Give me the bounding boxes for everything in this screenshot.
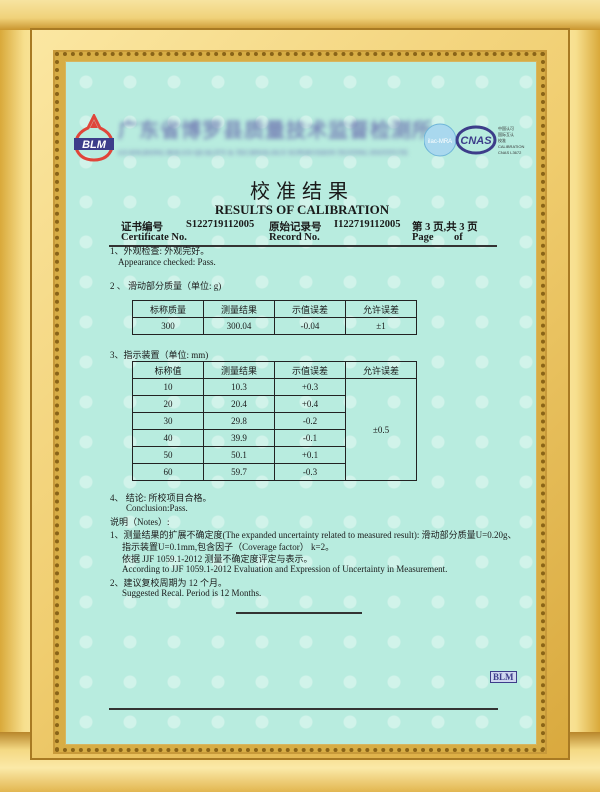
cell: 20.4	[203, 395, 275, 413]
svg-text:国际互认: 国际互认	[498, 131, 514, 137]
note-line: 依据 JJF 1059.1-2012 测量不确定度评定与表示。	[122, 554, 313, 564]
header-cell: 标称质量	[132, 300, 204, 318]
record-no-label-en: Record No.	[269, 232, 320, 243]
cell: +0.4	[274, 395, 346, 413]
note-line: Suggested Recal. Period is 12 Months.	[122, 588, 262, 598]
cell: +0.3	[274, 378, 346, 396]
cell: -0.04	[274, 317, 346, 335]
cell: ±1	[345, 317, 417, 335]
item2-title: 2 、 滑动部分质量（单位: g)	[110, 281, 222, 291]
cell: 29.8	[203, 412, 275, 430]
item4-cn: 4、 结论: 所校项目合格。	[110, 493, 212, 503]
frame-top	[0, 0, 600, 30]
cell: -0.2	[274, 412, 346, 430]
mass-table: 标称质量 测量结果 示值误差 允许误差 300 300.04 -0.04 ±1	[132, 300, 417, 335]
indicator-table: 标称值 测量结果 示值误差 允许误差 10 10.3 +0.3 ±0.5 20 …	[132, 361, 417, 481]
blm-mark: BLM	[490, 671, 517, 683]
blm-logo-icon: BLM	[74, 114, 114, 162]
notes-title: 说明（Notes）:	[110, 517, 170, 527]
cell: 10	[132, 378, 204, 396]
certificate-page: BLM 广东省博罗县质量技术监督检测所 GUANGDONG BOLUO QUAL…	[65, 61, 537, 745]
note-line: 2、建议复校周期为 12 个月。	[110, 578, 228, 588]
item4-en: Conclusion:Pass.	[126, 503, 188, 513]
header-divider	[109, 245, 497, 247]
cell: 50	[132, 446, 204, 464]
note-line: According to JJF 1059.1-2012 Evaluation …	[122, 564, 448, 574]
table-header-row: 标称值 测量结果 示值误差 允许误差	[132, 361, 417, 379]
svg-text:CNAS: CNAS	[460, 135, 492, 147]
cell: 50.1	[203, 446, 275, 464]
note-line: 指示装置U=0.1mm,包含因子（Coverage factor） k=2。	[122, 542, 335, 552]
table-row: 10 10.3 +0.3 ±0.5	[132, 378, 417, 481]
svg-text:校准: 校准	[498, 137, 506, 143]
header-cell: 示值误差	[274, 361, 346, 379]
note-line: 1、测量结果的扩展不确定度(The expanded uncertainty r…	[110, 530, 517, 540]
svg-text:CNAS L3672: CNAS L3672	[498, 150, 522, 155]
cert-no-label-cn: 证书编号	[121, 222, 163, 233]
cell: -0.1	[274, 429, 346, 447]
header-cell: 测量结果	[203, 361, 275, 379]
record-no: I122719112005	[334, 219, 401, 230]
cert-no-label-en: Certificate No.	[121, 232, 187, 243]
title-en: RESULTS OF CALIBRATION	[214, 202, 390, 217]
page-label-en: Page	[412, 232, 434, 243]
cell: +0.1	[274, 446, 346, 464]
table-header-row: 标称质量 测量结果 示值误差 允许误差	[132, 300, 417, 318]
cell: 300.04	[203, 317, 275, 335]
cell: 300	[132, 317, 204, 335]
cell: -0.3	[274, 463, 346, 481]
table-row: 30 29.8 -0.2	[132, 412, 417, 430]
svg-text:BLM: BLM	[82, 139, 107, 151]
title-cn: 校准结果	[250, 181, 354, 203]
svg-text:CALIBRATION: CALIBRATION	[498, 144, 524, 149]
signature-line	[236, 612, 362, 614]
header-cell: 允许误差	[345, 361, 417, 379]
cell: 20	[132, 395, 204, 413]
cnas-accreditation-icon: ilac-MRA CNAS 中国认可 国际互认 校准 CALIBRATION C…	[424, 123, 524, 157]
of-label-en: of	[454, 232, 463, 243]
cell: 10.3	[203, 378, 275, 396]
cell: 60	[132, 463, 204, 481]
table-row: 60 59.7 -0.3	[132, 463, 417, 481]
header-cell: 示值误差	[274, 300, 346, 318]
item1-en: Appearance checked: Pass.	[118, 257, 216, 267]
svg-text:ilac-MRA: ilac-MRA	[428, 139, 452, 145]
page-number-cn: 第 3 页,共 3 页	[412, 222, 478, 233]
record-no-label-cn: 原始记录号	[269, 222, 322, 233]
table-row: 300 300.04 -0.04 ±1	[132, 317, 417, 335]
cell: 30	[132, 412, 204, 430]
table-row: 50 50.1 +0.1	[132, 446, 417, 464]
item1-cn: 1、外观检查: 外观完好。	[110, 246, 210, 256]
svg-text:中国认可: 中国认可	[498, 125, 514, 131]
footer-divider	[109, 708, 498, 710]
org-name-header: 广东省博罗县质量技术监督检测所 GUANGDONG BOLUO QUALITY …	[118, 120, 433, 157]
cert-no: S122719112005	[186, 219, 255, 230]
cell: 40	[132, 429, 204, 447]
header-cell: 测量结果	[203, 300, 275, 318]
tolerance-cell: ±0.5	[345, 378, 417, 481]
cell: 39.9	[203, 429, 275, 447]
header-cell: 允许误差	[345, 300, 417, 318]
item3-title: 3、指示装置（单位: mm)	[110, 350, 209, 360]
cell: 59.7	[203, 463, 275, 481]
table-row: 20 20.4 +0.4	[132, 395, 417, 413]
header-cell: 标称值	[132, 361, 204, 379]
